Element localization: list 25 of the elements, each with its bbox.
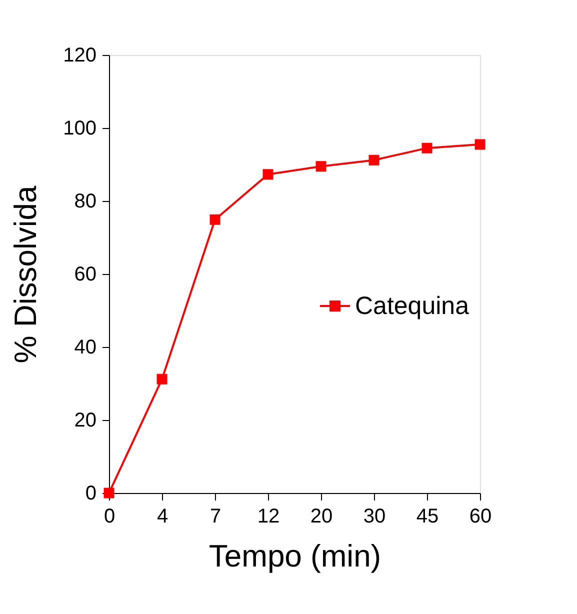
point <box>474 139 486 150</box>
x-tick-label: 0 <box>104 506 116 528</box>
x-tick-label: 7 <box>210 506 222 528</box>
x-tick-label: 60 <box>469 506 492 528</box>
y-tick-label: 120 <box>63 44 96 66</box>
y-axis-title: % Dissolvida <box>8 185 44 364</box>
y-tick-label: 60 <box>74 264 96 286</box>
y-tick-label: 0 <box>85 482 96 504</box>
x-tick-label: 30 <box>363 506 386 528</box>
x-tick-label: 20 <box>310 506 333 528</box>
legend-label: Catequina <box>355 292 470 320</box>
y-tick-label: 40 <box>74 336 96 358</box>
point <box>210 214 220 225</box>
y-tick-label: 20 <box>74 410 96 432</box>
y-tick-label: 80 <box>74 190 96 212</box>
y-tick-label: 100 <box>63 118 96 140</box>
x-axis-title: Tempo (min) <box>208 538 382 574</box>
x-tick-label: 45 <box>416 506 439 528</box>
point <box>156 374 168 384</box>
point <box>368 154 380 166</box>
point <box>316 161 326 172</box>
point <box>422 142 432 154</box>
point <box>262 169 274 180</box>
x-tick-label: 4 <box>156 506 168 528</box>
x-tick-label: 12 <box>257 506 280 528</box>
